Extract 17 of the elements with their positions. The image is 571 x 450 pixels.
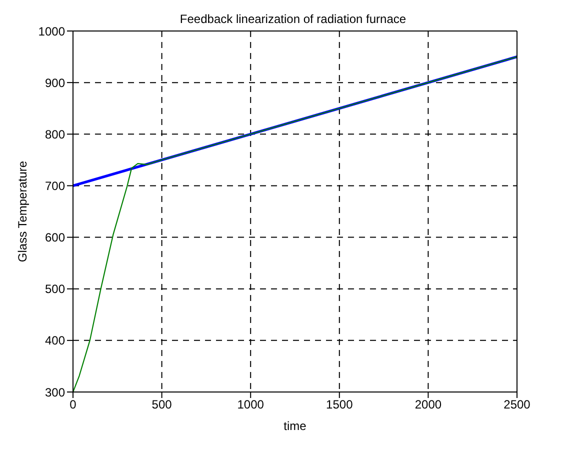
y-tick-label: 900 <box>44 76 66 90</box>
y-tick-label: 1000 <box>38 24 66 38</box>
x-tick-label: 0 <box>70 398 77 412</box>
x-tick-label: 2500 <box>504 398 531 412</box>
x-tick-label: 500 <box>152 398 172 412</box>
y-tick-label: 800 <box>44 127 66 142</box>
x-tick-label: 1500 <box>326 398 354 412</box>
chart-title: Feedback linearization of radiation furnace <box>178 12 408 26</box>
x-tick-label: 1000 <box>237 398 264 412</box>
y-axis-title: Glass Temperature <box>15 160 30 262</box>
y-tick-label: 500 <box>44 282 66 296</box>
y-tick-label: 400 <box>44 334 66 348</box>
y-tick-label: 300 <box>44 385 66 400</box>
x-tick-label: 2000 <box>414 398 442 412</box>
x-axis-title: time <box>284 419 307 433</box>
y-tick-label: 700 <box>44 178 66 193</box>
y-tick-label: 600 <box>44 230 66 245</box>
